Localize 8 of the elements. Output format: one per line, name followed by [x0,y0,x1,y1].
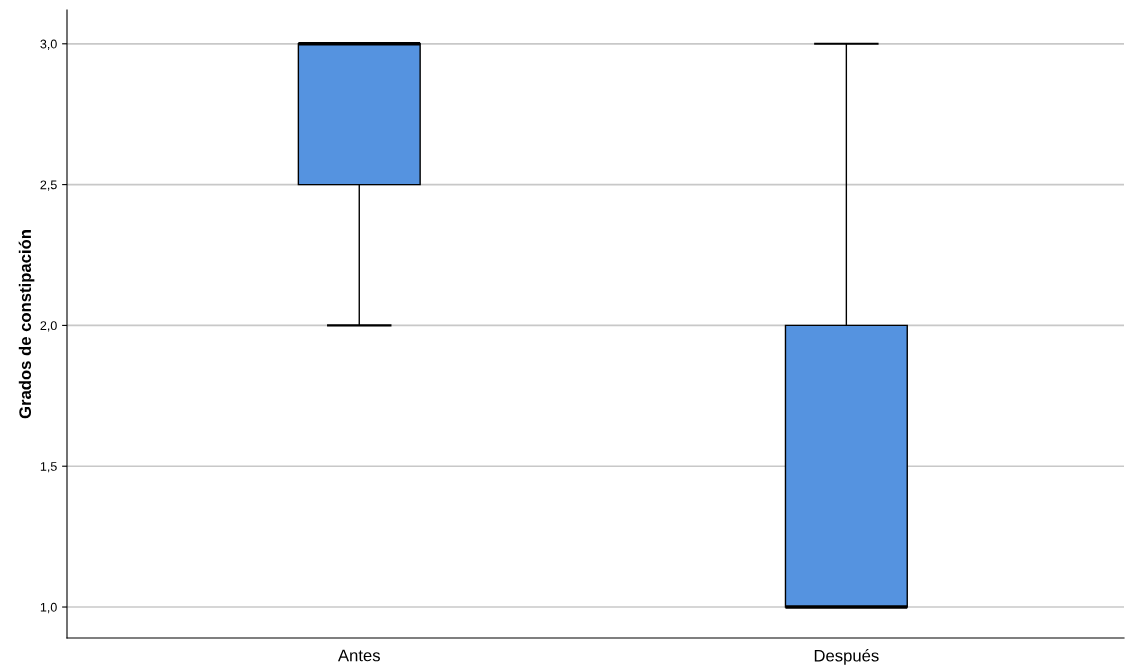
x-tick-label: Después [814,649,879,665]
y-tick-label: 2,5 [40,180,57,191]
y-tick-label: 3,0 [40,39,57,50]
y-tick-label: 1,0 [40,602,57,614]
y-axis-title: Grados de constipación [18,230,35,419]
y-tick-label: 1,5 [40,462,57,473]
y-tick-label: 2,0 [40,321,57,332]
x-tick-label: Antes [337,649,380,662]
